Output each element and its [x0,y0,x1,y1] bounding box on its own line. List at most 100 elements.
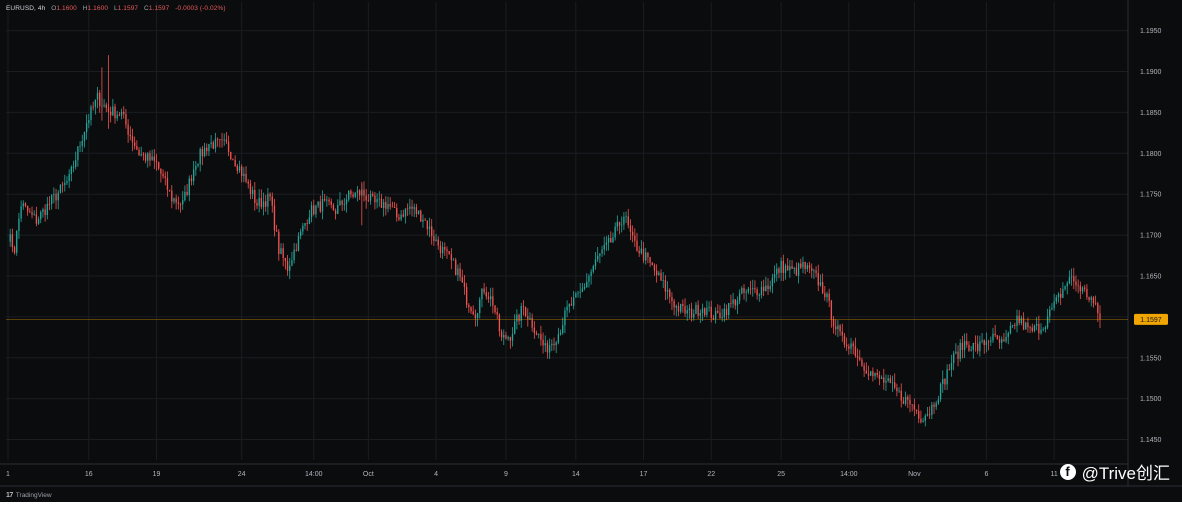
candle-down [166,177,169,190]
candle-down [26,205,29,212]
candle-down [974,342,977,344]
candle-down [762,286,765,292]
candle-up [79,145,81,147]
candle-down [527,316,529,320]
candle-down [31,212,33,215]
candle-down [341,200,343,205]
candle-up [382,202,385,208]
candle-down [542,339,544,346]
y-tick-label: 1.1550 [1140,355,1162,362]
x-tick-label: 22 [707,471,715,478]
candle-down [861,359,863,366]
x-tick-label: 14:00 [305,471,323,478]
candle-up [931,404,933,415]
candle-down [642,248,645,261]
candle-up [590,271,592,277]
candle-down [109,111,112,116]
candle-up [529,317,531,320]
candle-up [511,333,514,341]
candle-up [251,190,254,194]
candle-down [902,400,905,404]
candle-up [192,169,195,182]
candle-down [524,306,527,317]
candle-up [972,342,975,350]
candle-down [928,414,931,416]
low-key: L [113,5,118,12]
candle-down [815,270,817,273]
candle-down [824,293,826,298]
candle-down [227,141,230,152]
candle-down [485,292,487,297]
open-value: 1.1600 [56,5,77,12]
candle-up [481,288,483,300]
candle-down [961,342,964,351]
candle-down [653,265,656,271]
candle-down [856,355,859,358]
candle-down [734,299,736,306]
candle-up [732,299,734,304]
candle-up [22,203,24,207]
candle-down [787,265,789,271]
candle-up [317,201,319,206]
symbol-label[interactable]: EURUSD, 4h [6,5,46,12]
candle-up [942,379,944,385]
candle-down [254,190,256,203]
candle-up [1049,309,1051,317]
candle-down [977,343,979,352]
candle-down [219,139,221,141]
candle-up [516,314,518,322]
candle-down [1027,322,1029,328]
candle-down [241,166,243,177]
candle-up [736,300,739,306]
candle-up [57,192,59,201]
candle-down [876,372,878,375]
candle-down [791,266,793,269]
candle-up [898,390,900,392]
y-tick-label: 1.1500 [1140,396,1162,403]
candle-down [142,154,145,156]
candle-up [120,111,123,116]
candle-down [1094,303,1097,305]
tradingview-brand: TradingView [15,491,52,499]
candle-up [435,239,437,242]
candle-down [123,111,125,114]
candle-up [581,288,584,292]
candle-down [44,209,46,215]
candle-up [214,138,217,149]
candle-up [197,164,199,167]
candle-up [721,316,723,318]
x-tick-label: Oct [363,471,374,478]
candle-down [330,201,332,205]
candle-down [463,282,466,287]
candle-down [492,296,494,306]
candle-down [505,334,507,339]
candle-down [306,223,308,224]
candle-up [544,343,546,346]
candle-up [326,199,328,201]
candle-up [343,204,346,206]
candle-up [612,237,614,243]
candle-down [186,191,188,195]
x-tick-label: 11 [1050,471,1057,478]
candle-down [273,205,276,231]
candle-down [915,409,918,412]
candle-up [182,200,184,205]
candle-up [195,166,197,170]
watermark-text: @Trive创汇 [1081,464,1170,483]
candle-up [802,261,804,268]
candle-down [1079,285,1082,292]
candle-up [688,308,691,311]
low-value: 1.1597 [117,5,139,12]
candle-up [793,267,795,269]
candle-down [162,173,164,177]
candle-down [743,288,745,293]
candle-up [765,285,767,292]
candle-up [1020,318,1023,323]
candle-down [983,340,985,346]
candle-down [690,308,693,318]
tradingview-attribution[interactable]: 17 TradingView [6,489,52,501]
candle-up [258,197,260,206]
candle-up [645,252,647,261]
